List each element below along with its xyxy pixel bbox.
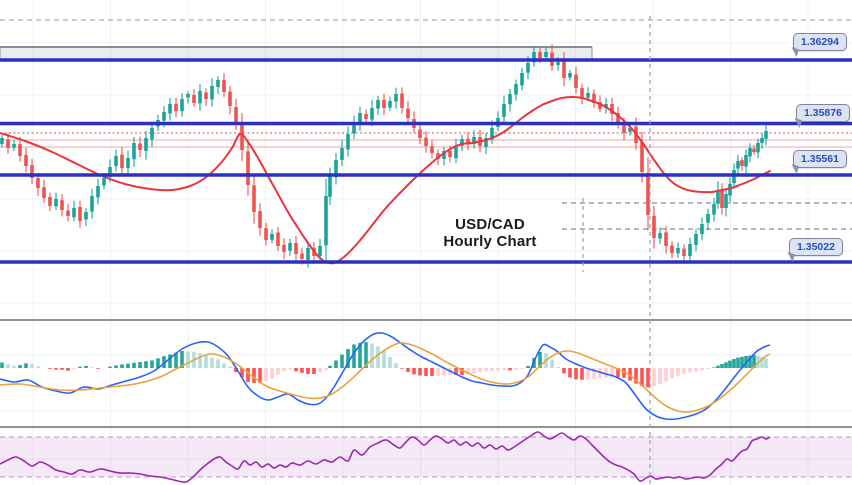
price-label-1-35022[interactable]: 1.35022 <box>789 238 843 256</box>
price-label-1-36294[interactable]: 1.36294 <box>793 33 847 51</box>
price-label-1-35876[interactable]: 1.35876 <box>796 104 850 122</box>
price-label-1-35561[interactable]: 1.35561 <box>793 150 847 168</box>
